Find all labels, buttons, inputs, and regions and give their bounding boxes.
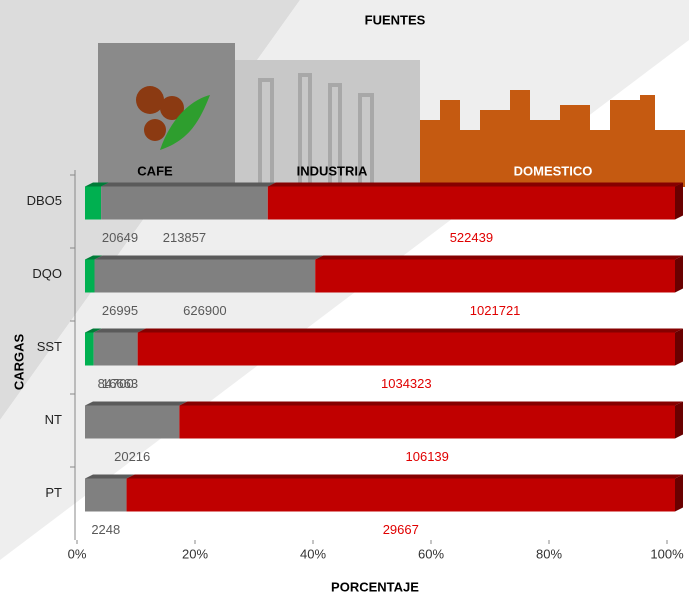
bar-top [85,402,187,406]
bar [127,479,675,512]
bar [85,479,127,512]
data-label: 1034323 [381,376,432,391]
x-tick-label: 0% [68,546,87,561]
x-tick-label: 100% [650,546,684,561]
data-label: 26995 [102,303,138,318]
bar [315,260,675,293]
legend-label: DOMESTICO [514,163,593,178]
y-axis-label: CARGAS [11,334,26,391]
bar [94,333,138,366]
data-label: 20649 [102,230,138,245]
bar-top [138,329,683,333]
data-label: 106139 [406,449,449,464]
coffee-bean [136,86,164,114]
bar-side [675,329,683,366]
data-label: 626900 [183,303,226,318]
y-tick-label: DBO5 [27,193,62,208]
x-tick-label: 60% [418,546,444,561]
bar [85,260,95,293]
data-label: 29667 [383,522,419,537]
data-label: 1021721 [470,303,521,318]
data-label: 522439 [450,230,493,245]
bar-top [94,329,146,333]
bar-top [268,183,683,187]
y-tick-label: PT [45,485,62,500]
bar [85,333,94,366]
bar-side [675,402,683,439]
bar [138,333,675,366]
bar [179,406,675,439]
data-label: 20216 [114,449,150,464]
chart: FUENTES PORCENTAJE CARGAS 0% 20% 40% 60% 80%… [0,0,689,598]
x-tick-label: 40% [300,546,326,561]
bar-top [179,402,683,406]
data-label: 213857 [163,230,206,245]
x-tick-label: 80% [536,546,562,561]
bar-top [85,475,135,479]
bar [85,187,101,220]
y-tick-label: SST [37,339,62,354]
y-tick-label: NT [45,412,62,427]
bar-top [95,256,324,260]
legend-label: CAFE [137,163,173,178]
bar-top [127,475,683,479]
bar-side [675,256,683,293]
data-label: 84700 [98,376,134,391]
legend-label: INDUSTRIA [297,163,368,178]
data-label: 2248 [91,522,120,537]
coffee-bean [144,119,166,141]
bar-top [101,183,276,187]
bar [95,260,316,293]
x-axis-label: PORCENTAJE [331,579,419,594]
bar-side [675,475,683,512]
chart-title: FUENTES [365,12,426,27]
y-tick-label: DQO [32,266,62,281]
bar-top [315,256,683,260]
x-tick-label: 20% [182,546,208,561]
bar [268,187,675,220]
bar [101,187,268,220]
bar-side [675,183,683,220]
bar [85,406,179,439]
